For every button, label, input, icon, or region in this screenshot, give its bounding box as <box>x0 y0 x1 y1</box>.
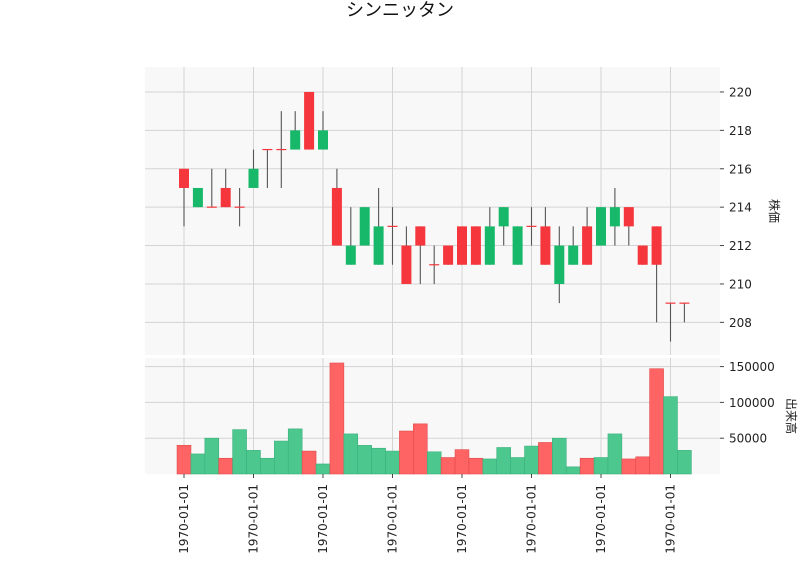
volume-bar <box>399 430 414 475</box>
candle-body <box>318 130 328 150</box>
price-tick-label: 212 <box>729 239 752 253</box>
candle-body <box>470 226 481 265</box>
volume-bar <box>329 362 345 475</box>
volume-bar <box>190 453 206 475</box>
candle-body <box>498 207 509 227</box>
volume-bar <box>538 442 553 475</box>
candle-body <box>220 187 231 208</box>
candle-body <box>443 245 454 265</box>
volume-bar <box>246 450 261 475</box>
candle-body <box>248 168 259 188</box>
volume-bar <box>635 456 650 475</box>
volume-tick-label: 150000 <box>729 360 775 374</box>
volume-bar <box>454 449 470 475</box>
candle-body <box>192 187 203 208</box>
volume-bar <box>621 458 637 475</box>
time-tick-label: 1970-01-01 <box>316 484 330 554</box>
candle-body <box>540 226 551 265</box>
candle-body <box>345 245 356 265</box>
candle-body <box>290 130 301 150</box>
volume-bar <box>301 450 317 475</box>
volume-tick-label: 50000 <box>729 432 767 446</box>
candle-body <box>637 245 648 265</box>
volume-bar <box>579 457 595 475</box>
volume-bar <box>426 451 442 475</box>
volume-bar <box>593 457 609 475</box>
volume-tick-label: 100000 <box>729 396 775 410</box>
candle-body <box>596 207 606 246</box>
volume-bar <box>343 433 359 475</box>
candle-body <box>415 226 426 246</box>
volume-bar <box>232 429 247 475</box>
candle-body <box>359 207 370 246</box>
volume-bar <box>440 457 456 475</box>
time-tick-label: 1970-01-01 <box>525 484 539 554</box>
volume-bar <box>176 445 192 475</box>
candle-body <box>582 226 593 265</box>
candle-body <box>373 226 384 265</box>
candle-body <box>651 226 662 265</box>
price-tick-label: 208 <box>729 316 752 330</box>
volume-axis-label: 出来高 <box>784 398 799 434</box>
candle-body <box>512 226 523 265</box>
candle-body <box>457 226 467 265</box>
price-tick-label: 210 <box>729 277 752 291</box>
volume-bar <box>371 447 386 475</box>
volume-bar <box>677 450 692 475</box>
time-tick-label: 1970-01-01 <box>247 484 261 554</box>
axes: 208 210 212 214 216 218 220 50000 100000 150000 19… <box>177 85 775 553</box>
price-tick-label: 216 <box>729 162 752 176</box>
candle-body <box>401 245 412 284</box>
candles <box>179 91 690 342</box>
candle-body <box>331 187 342 246</box>
volume-bar <box>510 457 525 475</box>
volume-bar <box>663 396 678 475</box>
time-tick-label: 1970-01-01 <box>594 484 608 554</box>
price-tick-label: 214 <box>729 201 752 215</box>
volume-bar <box>565 466 581 475</box>
candle-body <box>568 245 579 265</box>
price-tick-label: 220 <box>729 85 752 99</box>
candle-body <box>554 245 565 284</box>
time-tick-label: 1970-01-01 <box>386 484 400 554</box>
candle-body <box>484 226 495 265</box>
chart-title: シンニッタン <box>346 0 454 21</box>
volume-bar <box>218 457 233 475</box>
candle-body <box>179 168 189 188</box>
grid-lines <box>145 67 720 474</box>
volume-bar <box>357 445 372 475</box>
volume-bar <box>274 440 289 475</box>
volume-bar <box>204 437 220 475</box>
candle-body <box>623 207 634 227</box>
candle-body <box>304 91 315 150</box>
price-axis-label: 株価 <box>767 199 782 223</box>
time-tick-label: 1970-01-01 <box>177 484 191 554</box>
volume-bar <box>482 458 498 475</box>
volume-bar <box>496 447 511 475</box>
volume-bar <box>413 423 428 475</box>
time-tick-label: 1970-01-01 <box>455 484 469 554</box>
candle-body <box>609 207 620 227</box>
volume-bar <box>607 433 623 475</box>
volume-bar <box>260 457 275 475</box>
volume-bar <box>287 428 303 475</box>
volume-bars <box>176 362 692 475</box>
volume-bar <box>468 457 484 475</box>
volume-bar <box>385 450 400 475</box>
volume-bar <box>315 463 331 475</box>
volume-bar <box>524 445 539 475</box>
volume-bar <box>649 368 664 475</box>
volume-bar <box>552 437 567 475</box>
price-tick-label: 218 <box>729 124 752 138</box>
time-tick-label: 1970-01-01 <box>664 484 678 554</box>
